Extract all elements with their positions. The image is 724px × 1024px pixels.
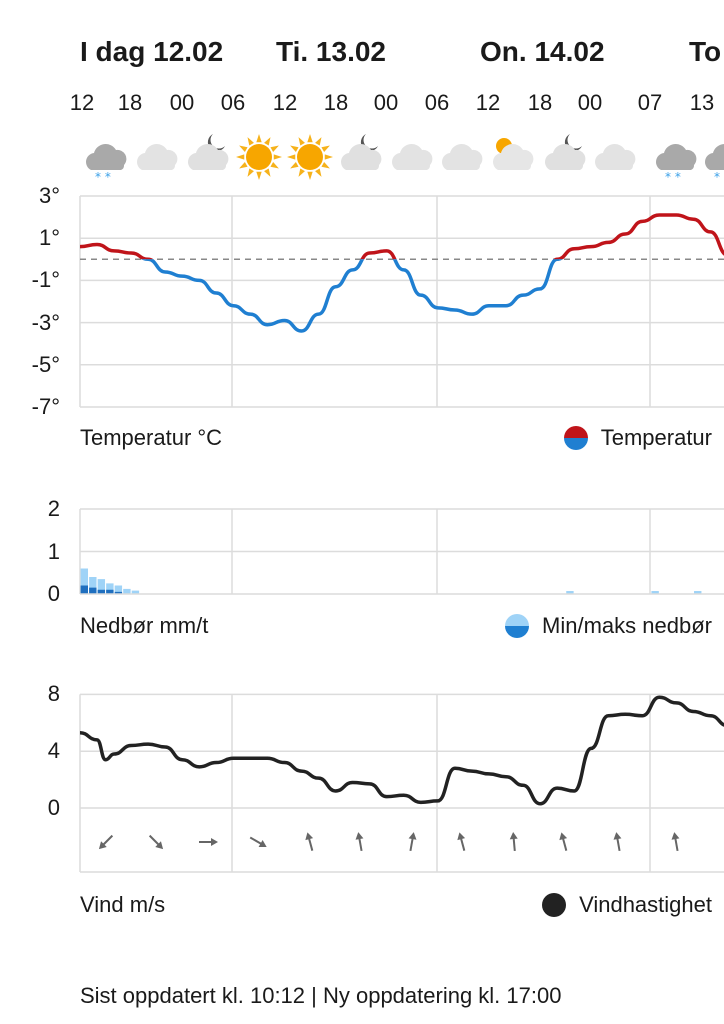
cloud-snow-icon: * * bbox=[705, 144, 724, 182]
temperature-chart bbox=[79, 195, 724, 408]
sun-icon bbox=[236, 134, 282, 180]
temperature-legend-icon bbox=[563, 426, 588, 450]
sun-icon bbox=[287, 134, 333, 180]
wind-legend-icon bbox=[542, 893, 567, 917]
precipitation-max-bar bbox=[114, 585, 123, 594]
wind-chart bbox=[79, 693, 724, 873]
precipitation-legend-icon bbox=[505, 614, 530, 638]
precipitation-max-bar bbox=[89, 577, 97, 594]
hour-label: 06 bbox=[220, 90, 246, 115]
wind-direction-arrow bbox=[671, 832, 680, 852]
wind-direction-arrow bbox=[98, 834, 114, 850]
y-tick-label: -7° bbox=[31, 394, 60, 419]
precipitation-min-bar bbox=[80, 585, 88, 594]
cloud-moon-icon bbox=[188, 134, 229, 170]
y-tick-label: 3° bbox=[38, 183, 60, 208]
precipitation-min-bar bbox=[106, 589, 114, 594]
precipitation-chart bbox=[79, 508, 724, 595]
wind-direction-arrow bbox=[509, 832, 518, 852]
cloud-sun-icon bbox=[493, 138, 534, 170]
day-label-thu: To bbox=[689, 36, 722, 67]
hour-label: 18 bbox=[323, 90, 349, 115]
wind-direction-arrow bbox=[457, 832, 466, 851]
wind-direction-arrow bbox=[148, 834, 164, 850]
wind-direction-arrow bbox=[249, 836, 267, 847]
cloud-icon bbox=[137, 144, 178, 170]
temperature-line-warm bbox=[79, 213, 724, 260]
wind-axis-label: Vind m/s bbox=[80, 892, 166, 917]
y-tick-label: 1° bbox=[38, 225, 60, 251]
wind-direction-arrow bbox=[408, 832, 417, 852]
precipitation-max-bar bbox=[694, 591, 702, 594]
precipitation-max-bar bbox=[80, 568, 88, 594]
y-tick-label: -1° bbox=[31, 267, 60, 293]
y-tick-label: 4 bbox=[47, 738, 60, 764]
hour-label: 06 bbox=[424, 90, 450, 115]
update-footer: Sist oppdatert kl. 10:12 | Ny oppdaterin… bbox=[80, 983, 562, 1008]
precipitation-max-bar bbox=[123, 588, 131, 594]
hour-label: 00 bbox=[577, 90, 603, 115]
hour-label: 18 bbox=[117, 90, 143, 115]
y-tick-label: 0 bbox=[47, 581, 60, 606]
wind-direction-arrow bbox=[613, 832, 622, 852]
hour-label: 12 bbox=[475, 90, 501, 115]
day-label-tue: Ti. 13.02 bbox=[276, 36, 387, 67]
precipitation-max-bar bbox=[651, 591, 659, 594]
y-tick-label: 8 bbox=[47, 681, 60, 707]
precipitation-axis-label: Nedbør mm/t bbox=[80, 613, 209, 638]
y-tick-label: 1 bbox=[47, 538, 60, 564]
cloud-icon bbox=[392, 144, 433, 170]
wind-direction-arrow bbox=[199, 838, 218, 846]
cloud-snow-icon: * * bbox=[86, 144, 127, 182]
svg-text:* *: * * bbox=[95, 170, 111, 182]
day-label-today: I dag 12.02 bbox=[80, 36, 224, 67]
hour-label: 00 bbox=[373, 90, 399, 115]
precipitation-legend-label: Min/maks nedbør bbox=[542, 613, 712, 638]
precipitation-min-bar bbox=[97, 589, 106, 594]
y-tick-label: 2 bbox=[47, 496, 60, 521]
hour-label: 18 bbox=[527, 90, 553, 115]
hour-label: 13 bbox=[689, 90, 715, 115]
precipitation-max-bar bbox=[131, 590, 140, 594]
cloud-icon bbox=[595, 144, 636, 170]
precipitation-max-bar bbox=[97, 579, 106, 594]
wind-direction-arrow bbox=[305, 832, 314, 851]
wind-direction-arrow bbox=[355, 832, 364, 852]
y-tick-label: 0 bbox=[47, 795, 60, 820]
wind-legend: Vindhastighet bbox=[541, 892, 712, 918]
y-tick-label: -3° bbox=[31, 309, 60, 335]
precipitation-max-bar bbox=[566, 591, 574, 594]
cloud-moon-icon bbox=[545, 134, 586, 170]
precipitation-min-bar bbox=[114, 591, 123, 594]
hour-label: 12 bbox=[272, 90, 298, 115]
temperature-axis-label: Temperatur °C bbox=[80, 425, 223, 450]
day-label-wed: On. 14.02 bbox=[480, 36, 605, 67]
wind-direction-arrow bbox=[559, 832, 568, 851]
precipitation-min-bar bbox=[89, 587, 97, 594]
precipitation-legend: Min/maks nedbør bbox=[504, 613, 712, 639]
svg-text:* *: * * bbox=[665, 170, 681, 182]
hour-label: 00 bbox=[169, 90, 195, 115]
cloud-moon-icon bbox=[341, 134, 382, 170]
svg-text:* *: * * bbox=[714, 170, 724, 182]
wind-speed-line bbox=[79, 695, 724, 806]
hour-label: 12 bbox=[69, 90, 95, 115]
wind-legend-label: Vindhastighet bbox=[579, 892, 712, 917]
temperature-legend: Temperatur bbox=[563, 425, 712, 451]
y-tick-label: -5° bbox=[31, 351, 60, 377]
temperature-legend-label: Temperatur bbox=[600, 425, 712, 450]
hour-label: 07 bbox=[637, 90, 663, 115]
cloud-icon bbox=[442, 144, 483, 170]
temperature-line-cold bbox=[141, 259, 563, 333]
precipitation-max-bar bbox=[106, 583, 114, 594]
cloud-snow-icon: * * bbox=[656, 144, 697, 182]
